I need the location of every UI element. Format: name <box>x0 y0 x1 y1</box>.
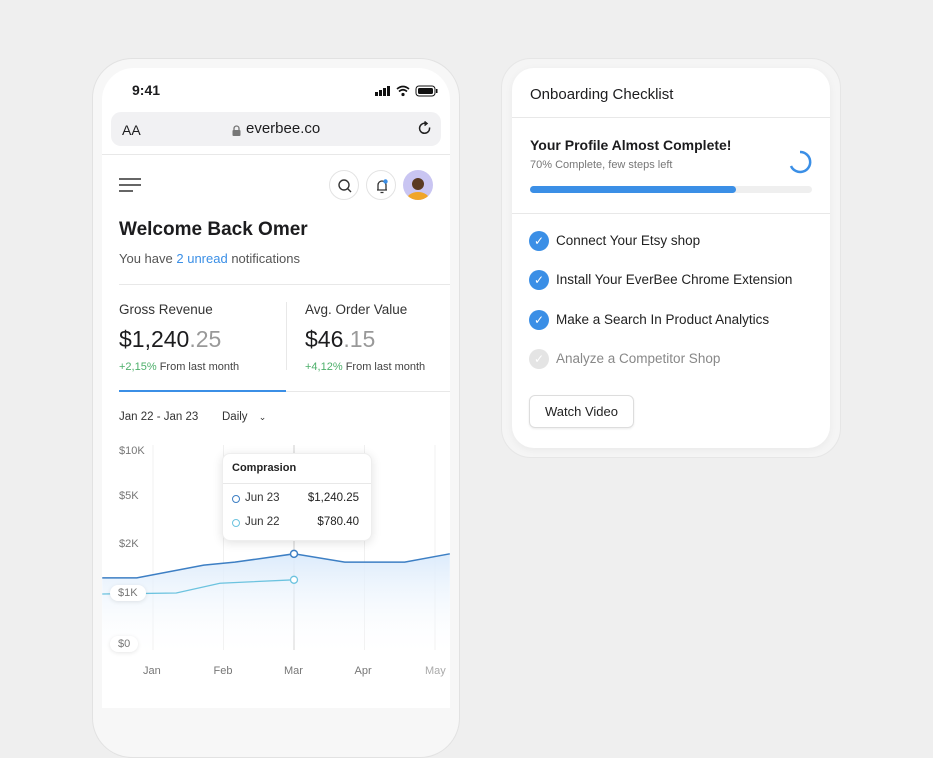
divider <box>223 483 371 484</box>
y-tick-label: $1K <box>110 585 146 601</box>
progress-fill <box>530 186 736 193</box>
check-circle-icon[interactable]: ✓ <box>529 309 549 330</box>
onboarding-checklist-card: Onboarding Checklist Your Profile Almost… <box>512 68 830 448</box>
check-circle-icon[interactable]: ✓ <box>529 231 549 251</box>
notifications-text: You have 2 unread notifications <box>119 251 300 266</box>
x-tick-label: Feb <box>213 665 233 677</box>
area-fill <box>102 553 450 658</box>
welcome-title: Welcome Back Omer <box>119 219 308 240</box>
notifications-button[interactable] <box>366 170 396 200</box>
revenue-chart <box>102 445 450 658</box>
stat-value-main: $1,240 <box>119 326 190 352</box>
tooltip-row-value: $780.40 <box>317 516 359 528</box>
y-tick-label: $10K <box>119 445 145 457</box>
checklist-item[interactable]: Analyze a Competitor Shop <box>556 350 721 366</box>
date-range-picker[interactable]: Jan 22 - Jan 23 <box>119 411 199 423</box>
card-title: Onboarding Checklist <box>530 86 674 103</box>
checklist-item[interactable]: Install Your EverBee Chrome Extension <box>556 272 793 288</box>
y-tick-label: $0 <box>110 636 139 652</box>
period-value: Daily <box>222 411 248 423</box>
signal-icon <box>375 84 443 102</box>
progress-text: 70% Complete, few steps left <box>530 159 673 171</box>
y-tick-label: $2K <box>119 538 139 550</box>
stat-value: $46.15 <box>305 326 375 353</box>
lock-icon <box>232 123 241 136</box>
divider <box>119 284 450 285</box>
unread-link[interactable]: 2 unread <box>176 251 228 266</box>
x-tick-label: Jan <box>143 665 161 677</box>
series-line-current <box>102 553 450 579</box>
url-text: everbee.co <box>246 120 321 137</box>
notifications-post: notifications <box>231 251 300 266</box>
stat-change: +4,12% <box>305 361 343 373</box>
search-icon <box>338 179 352 193</box>
loading-spinner-icon <box>788 150 812 179</box>
chevron-down-icon: ⌄ <box>258 412 267 422</box>
avatar[interactable] <box>403 170 433 200</box>
divider <box>102 154 450 155</box>
hamburger-icon[interactable] <box>119 178 141 197</box>
checklist-item[interactable]: Make a Search In Product Analytics <box>556 311 770 327</box>
active-stat-indicator <box>119 390 286 392</box>
bell-icon <box>377 179 388 194</box>
stat-label: Avg. Order Value <box>305 302 408 317</box>
status-time: 9:41 <box>132 82 161 98</box>
stat-change: +2,15% <box>119 361 157 373</box>
url-bar[interactable]: AA everbee.co <box>111 112 441 146</box>
x-tick-label: Mar <box>284 665 303 677</box>
check-circle-disabled-icon[interactable]: ✓ <box>529 348 549 369</box>
tooltip-title: Comprasion <box>232 462 297 474</box>
x-tick-label: Apr <box>354 665 372 677</box>
y-tick-label: $5K <box>119 490 139 502</box>
watch-video-button[interactable]: Watch Video <box>529 395 634 428</box>
x-tick-label: May <box>425 665 446 677</box>
notifications-pre: You have <box>119 251 173 266</box>
stat-value: $1,240.25 <box>119 326 221 353</box>
stat-value-decimal: .25 <box>189 326 222 352</box>
text-size-button[interactable]: AA <box>122 122 141 138</box>
tooltip-row-label: Jun 23 <box>245 492 280 504</box>
divider <box>512 117 830 118</box>
stat-value-main: $46 <box>305 326 344 352</box>
phone-screen: 9:41 AA everbee.co Welcome Back Omer You… <box>102 68 450 708</box>
progress-title: Your Profile Almost Complete! <box>530 137 732 153</box>
search-button[interactable] <box>329 170 359 200</box>
data-point-current <box>289 549 299 559</box>
stat-change-text: From last month <box>159 361 240 373</box>
stat-avg-order-value[interactable]: Avg. Order Value $46.15 +4,12% From last… <box>287 284 450 392</box>
tooltip-row-value: $1,240.25 <box>307 492 359 504</box>
stat-change-text: From last month <box>345 361 426 373</box>
period-dropdown[interactable]: Daily ⌄ <box>222 411 266 423</box>
series-marker-icon <box>232 519 240 527</box>
progress-bar <box>530 186 812 193</box>
stat-label: Gross Revenue <box>119 302 213 317</box>
checklist-item[interactable]: Connect Your Etsy shop <box>556 233 701 248</box>
reload-icon[interactable] <box>418 120 432 141</box>
divider <box>286 302 287 370</box>
chart-tooltip: Comprasion Jun 23 $1,240.25 Jun 22 $780.… <box>222 453 372 541</box>
tooltip-row-label: Jun 22 <box>245 516 280 528</box>
data-point-previous <box>289 575 299 584</box>
stat-gross-revenue[interactable]: Gross Revenue $1,240.25 +2,15% From last… <box>102 284 286 392</box>
divider <box>512 213 830 214</box>
stat-value-decimal: .15 <box>343 326 376 352</box>
series-marker-icon <box>232 495 240 503</box>
check-circle-icon[interactable]: ✓ <box>529 270 549 291</box>
